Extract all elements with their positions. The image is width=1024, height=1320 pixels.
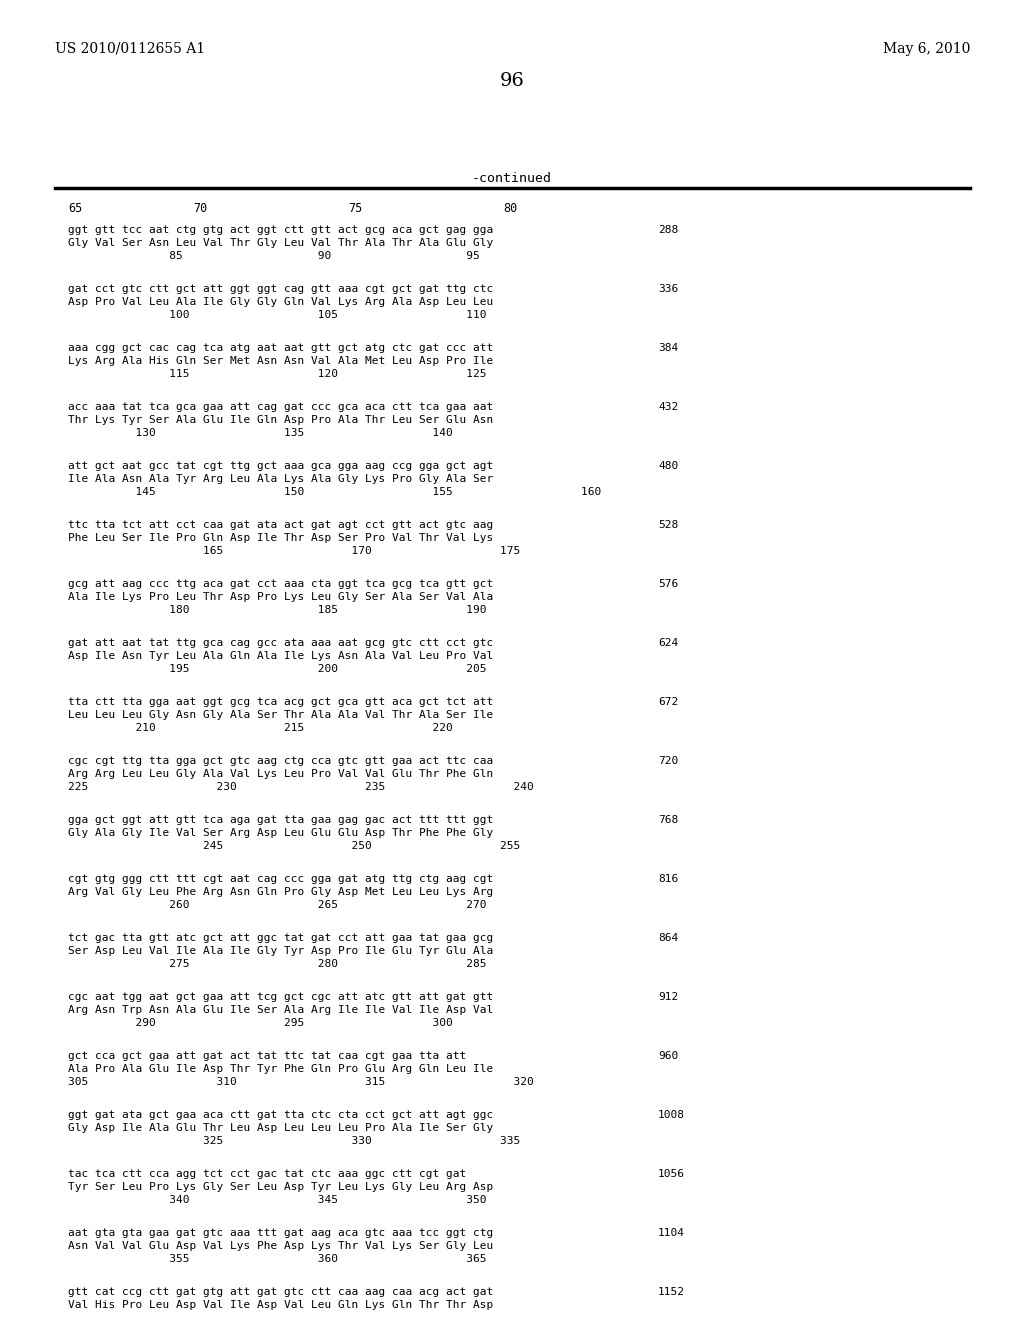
Text: gtt cat ccg ctt gat gtg att gat gtc ctt caa aag caa acg act gat: gtt cat ccg ctt gat gtg att gat gtc ctt … [68, 1287, 494, 1298]
Text: Asn Val Val Glu Asp Val Lys Phe Asp Lys Thr Val Lys Ser Gly Leu: Asn Val Val Glu Asp Val Lys Phe Asp Lys … [68, 1241, 494, 1251]
Text: Ser Asp Leu Val Ile Ala Ile Gly Tyr Asp Pro Ile Glu Tyr Glu Ala: Ser Asp Leu Val Ile Ala Ile Gly Tyr Asp … [68, 946, 494, 956]
Text: gat att aat tat ttg gca cag gcc ata aaa aat gcg gtc ctt cct gtc: gat att aat tat ttg gca cag gcc ata aaa … [68, 638, 494, 648]
Text: Thr Lys Tyr Ser Ala Glu Ile Gln Asp Pro Ala Thr Leu Ser Glu Asn: Thr Lys Tyr Ser Ala Glu Ile Gln Asp Pro … [68, 414, 494, 425]
Text: Arg Val Gly Leu Phe Arg Asn Gln Pro Gly Asp Met Leu Leu Lys Arg: Arg Val Gly Leu Phe Arg Asn Gln Pro Gly … [68, 887, 494, 898]
Text: 768: 768 [658, 814, 678, 825]
Text: Asp Pro Val Leu Ala Ile Gly Gly Gln Val Lys Arg Ala Asp Leu Leu: Asp Pro Val Leu Ala Ile Gly Gly Gln Val … [68, 297, 494, 308]
Text: 96: 96 [500, 73, 524, 90]
Text: Arg Arg Leu Leu Gly Ala Val Lys Leu Pro Val Val Glu Thr Phe Gln: Arg Arg Leu Leu Gly Ala Val Lys Leu Pro … [68, 770, 494, 779]
Text: Gly Ala Gly Ile Val Ser Arg Asp Leu Glu Glu Asp Thr Phe Phe Gly: Gly Ala Gly Ile Val Ser Arg Asp Leu Glu … [68, 828, 494, 838]
Text: gat cct gtc ctt gct att ggt ggt cag gtt aaa cgt gct gat ttg ctc: gat cct gtc ctt gct att ggt ggt cag gtt … [68, 284, 494, 294]
Text: Val His Pro Leu Asp Val Ile Asp Val Leu Gln Lys Gln Thr Thr Asp: Val His Pro Leu Asp Val Ile Asp Val Leu … [68, 1300, 494, 1309]
Text: 195                   200                   205: 195 200 205 [68, 664, 486, 675]
Text: 75: 75 [348, 202, 362, 215]
Text: 290                   295                   300: 290 295 300 [68, 1018, 453, 1028]
Text: tta ctt tta gga aat ggt gcg tca acg gct gca gtt aca gct tct att: tta ctt tta gga aat ggt gcg tca acg gct … [68, 697, 494, 708]
Text: acc aaa tat tca gca gaa att cag gat ccc gca aca ctt tca gaa aat: acc aaa tat tca gca gaa att cag gat ccc … [68, 403, 494, 412]
Text: Phe Leu Ser Ile Pro Gln Asp Ile Thr Asp Ser Pro Val Thr Val Lys: Phe Leu Ser Ile Pro Gln Asp Ile Thr Asp … [68, 533, 494, 543]
Text: May 6, 2010: May 6, 2010 [883, 42, 970, 55]
Text: US 2010/0112655 A1: US 2010/0112655 A1 [55, 42, 205, 55]
Text: 245                   250                   255: 245 250 255 [68, 841, 520, 851]
Text: Tyr Ser Leu Pro Lys Gly Ser Leu Asp Tyr Leu Lys Gly Leu Arg Asp: Tyr Ser Leu Pro Lys Gly Ser Leu Asp Tyr … [68, 1181, 494, 1192]
Text: 1008: 1008 [658, 1110, 685, 1119]
Text: 336: 336 [658, 284, 678, 294]
Text: 210                   215                   220: 210 215 220 [68, 723, 453, 733]
Text: 480: 480 [658, 461, 678, 471]
Text: aaa cgg gct cac cag tca atg aat aat gtt gct atg ctc gat ccc att: aaa cgg gct cac cag tca atg aat aat gtt … [68, 343, 494, 352]
Text: 180                   185                   190: 180 185 190 [68, 605, 486, 615]
Text: 165                   170                   175: 165 170 175 [68, 546, 520, 556]
Text: 384: 384 [658, 343, 678, 352]
Text: 288: 288 [658, 224, 678, 235]
Text: 576: 576 [658, 579, 678, 589]
Text: 624: 624 [658, 638, 678, 648]
Text: gct cca gct gaa att gat act tat ttc tat caa cgt gaa tta att: gct cca gct gaa att gat act tat ttc tat … [68, 1051, 466, 1061]
Text: 260                   265                   270: 260 265 270 [68, 900, 486, 909]
Text: 70: 70 [193, 202, 207, 215]
Text: 325                   330                   335: 325 330 335 [68, 1137, 520, 1146]
Text: ttc tta tct att cct caa gat ata act gat agt cct gtt act gtc aag: ttc tta tct att cct caa gat ata act gat … [68, 520, 494, 531]
Text: 960: 960 [658, 1051, 678, 1061]
Text: 340                   345                   350: 340 345 350 [68, 1195, 486, 1205]
Text: 355                   360                   365: 355 360 365 [68, 1254, 486, 1265]
Text: 225                   230                   235                   240: 225 230 235 240 [68, 781, 534, 792]
Text: Arg Asn Trp Asn Ala Glu Ile Ser Ala Arg Ile Ile Val Ile Asp Val: Arg Asn Trp Asn Ala Glu Ile Ser Ala Arg … [68, 1005, 494, 1015]
Text: Lys Arg Ala His Gln Ser Met Asn Asn Val Ala Met Leu Asp Pro Ile: Lys Arg Ala His Gln Ser Met Asn Asn Val … [68, 356, 494, 366]
Text: Leu Leu Leu Gly Asn Gly Ala Ser Thr Ala Ala Val Thr Ala Ser Ile: Leu Leu Leu Gly Asn Gly Ala Ser Thr Ala … [68, 710, 494, 719]
Text: 432: 432 [658, 403, 678, 412]
Text: 275                   280                   285: 275 280 285 [68, 960, 486, 969]
Text: ggt gat ata gct gaa aca ctt gat tta ctc cta cct gct att agt ggc: ggt gat ata gct gaa aca ctt gat tta ctc … [68, 1110, 494, 1119]
Text: 864: 864 [658, 933, 678, 942]
Text: tac tca ctt cca agg tct cct gac tat ctc aaa ggc ctt cgt gat: tac tca ctt cca agg tct cct gac tat ctc … [68, 1170, 466, 1179]
Text: -continued: -continued [472, 172, 552, 185]
Text: Ile Ala Asn Ala Tyr Arg Leu Ala Lys Ala Gly Lys Pro Gly Ala Ser: Ile Ala Asn Ala Tyr Arg Leu Ala Lys Ala … [68, 474, 494, 484]
Text: 305                   310                   315                   320: 305 310 315 320 [68, 1077, 534, 1086]
Text: Asp Ile Asn Tyr Leu Ala Gln Ala Ile Lys Asn Ala Val Leu Pro Val: Asp Ile Asn Tyr Leu Ala Gln Ala Ile Lys … [68, 651, 494, 661]
Text: 115                   120                   125: 115 120 125 [68, 370, 486, 379]
Text: 1152: 1152 [658, 1287, 685, 1298]
Text: 130                   135                   140: 130 135 140 [68, 428, 453, 438]
Text: cgt gtg ggg ctt ttt cgt aat cag ccc gga gat atg ttg ctg aag cgt: cgt gtg ggg ctt ttt cgt aat cag ccc gga … [68, 874, 494, 884]
Text: 1104: 1104 [658, 1228, 685, 1238]
Text: ggt gtt tcc aat ctg gtg act ggt ctt gtt act gcg aca gct gag gga: ggt gtt tcc aat ctg gtg act ggt ctt gtt … [68, 224, 494, 235]
Text: 145                   150                   155                   160: 145 150 155 160 [68, 487, 601, 498]
Text: 912: 912 [658, 993, 678, 1002]
Text: 80: 80 [503, 202, 517, 215]
Text: 816: 816 [658, 874, 678, 884]
Text: cgc cgt ttg tta gga gct gtc aag ctg cca gtc gtt gaa act ttc caa: cgc cgt ttg tta gga gct gtc aag ctg cca … [68, 756, 494, 766]
Text: Ala Pro Ala Glu Ile Asp Thr Tyr Phe Gln Pro Glu Arg Gln Leu Ile: Ala Pro Ala Glu Ile Asp Thr Tyr Phe Gln … [68, 1064, 494, 1074]
Text: 100                   105                   110: 100 105 110 [68, 310, 486, 319]
Text: 1056: 1056 [658, 1170, 685, 1179]
Text: 720: 720 [658, 756, 678, 766]
Text: aat gta gta gaa gat gtc aaa ttt gat aag aca gtc aaa tcc ggt ctg: aat gta gta gaa gat gtc aaa ttt gat aag … [68, 1228, 494, 1238]
Text: 528: 528 [658, 520, 678, 531]
Text: Ala Ile Lys Pro Leu Thr Asp Pro Lys Leu Gly Ser Ala Ser Val Ala: Ala Ile Lys Pro Leu Thr Asp Pro Lys Leu … [68, 591, 494, 602]
Text: cgc aat tgg aat gct gaa att tcg gct cgc att atc gtt att gat gtt: cgc aat tgg aat gct gaa att tcg gct cgc … [68, 993, 494, 1002]
Text: tct gac tta gtt atc gct att ggc tat gat cct att gaa tat gaa gcg: tct gac tta gtt atc gct att ggc tat gat … [68, 933, 494, 942]
Text: 672: 672 [658, 697, 678, 708]
Text: Gly Asp Ile Ala Glu Thr Leu Asp Leu Leu Leu Pro Ala Ile Ser Gly: Gly Asp Ile Ala Glu Thr Leu Asp Leu Leu … [68, 1123, 494, 1133]
Text: 85                    90                    95: 85 90 95 [68, 251, 480, 261]
Text: 65: 65 [68, 202, 82, 215]
Text: gga gct ggt att gtt tca aga gat tta gaa gag gac act ttt ttt ggt: gga gct ggt att gtt tca aga gat tta gaa … [68, 814, 494, 825]
Text: gcg att aag ccc ttg aca gat cct aaa cta ggt tca gcg tca gtt gct: gcg att aag ccc ttg aca gat cct aaa cta … [68, 579, 494, 589]
Text: att gct aat gcc tat cgt ttg gct aaa gca gga aag ccg gga gct agt: att gct aat gcc tat cgt ttg gct aaa gca … [68, 461, 494, 471]
Text: Gly Val Ser Asn Leu Val Thr Gly Leu Val Thr Ala Thr Ala Glu Gly: Gly Val Ser Asn Leu Val Thr Gly Leu Val … [68, 238, 494, 248]
